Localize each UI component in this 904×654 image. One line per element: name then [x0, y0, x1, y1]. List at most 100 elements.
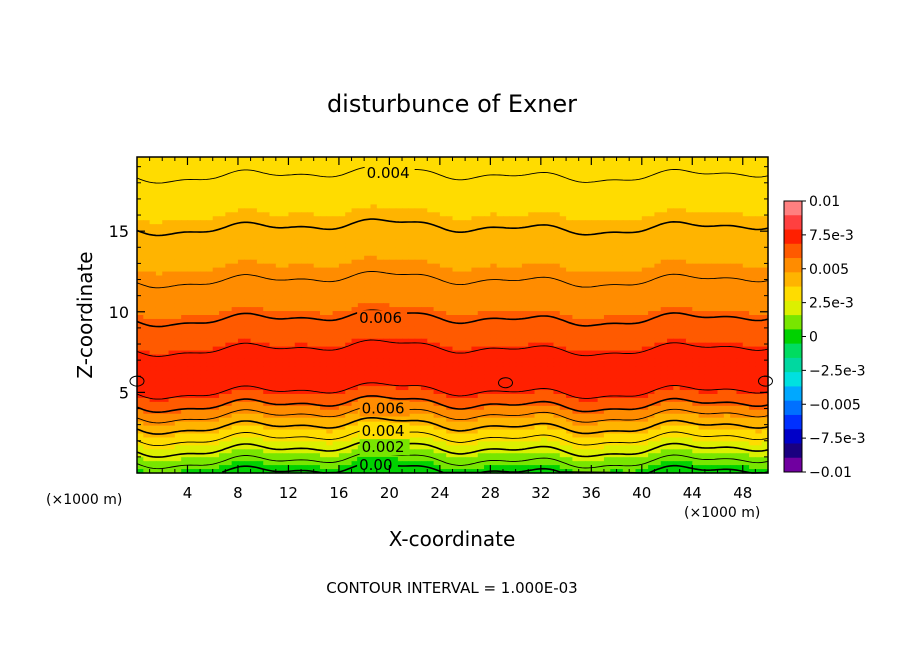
field-cell	[256, 330, 264, 336]
field-cell	[143, 251, 151, 257]
field-cell	[622, 196, 630, 202]
field-cell	[389, 291, 397, 296]
field-cell	[673, 212, 681, 217]
field-cell	[155, 330, 163, 336]
field-cell	[591, 338, 599, 344]
field-cell	[692, 295, 700, 300]
field-cell	[711, 208, 719, 213]
field-cell	[755, 342, 763, 348]
field-cell	[357, 192, 365, 198]
field-cell	[553, 196, 561, 202]
field-cell	[219, 204, 226, 209]
field-cell	[282, 232, 290, 237]
field-cell	[685, 157, 693, 162]
field-cell	[515, 188, 523, 194]
field-cell	[439, 267, 447, 273]
field-cell	[357, 216, 365, 221]
field-cell	[622, 160, 630, 166]
field-cell	[200, 172, 208, 178]
field-cell	[155, 172, 163, 178]
field-cell	[212, 267, 220, 273]
field-cell	[471, 208, 479, 213]
field-cell	[219, 157, 226, 162]
field-cell	[559, 275, 567, 281]
field-cell	[301, 291, 308, 296]
field-cell	[351, 172, 359, 178]
field-cell	[263, 311, 271, 316]
field-cell	[433, 216, 441, 221]
field-cell	[301, 168, 308, 174]
field-cell	[225, 295, 233, 300]
field-cell	[528, 200, 536, 205]
field-cell	[389, 299, 397, 304]
field-cell	[383, 255, 390, 261]
field-cell	[420, 291, 428, 296]
field-cell	[591, 315, 599, 320]
field-cell	[496, 330, 504, 336]
field-cell	[420, 271, 428, 277]
field-cell	[711, 160, 719, 166]
field-cell	[698, 279, 706, 284]
field-cell	[566, 287, 573, 292]
field-cell	[137, 311, 144, 316]
field-cell	[458, 192, 466, 198]
field-cell	[610, 236, 618, 241]
field-cell	[364, 346, 372, 352]
field-cell	[704, 291, 712, 296]
field-cell	[502, 342, 510, 348]
field-cell	[515, 267, 523, 273]
field-cell	[193, 208, 201, 213]
field-cell	[231, 208, 239, 213]
field-cell	[357, 342, 365, 348]
field-cell	[389, 263, 397, 269]
field-cell	[622, 164, 630, 170]
field-cell	[433, 283, 441, 288]
field-cell	[288, 239, 296, 245]
field-cell	[200, 275, 208, 281]
field-cell	[402, 295, 409, 300]
field-cell	[711, 267, 719, 273]
field-cell	[496, 287, 504, 292]
field-cell	[162, 263, 170, 269]
field-cell	[439, 172, 447, 178]
field-cell	[591, 346, 599, 352]
field-cell	[206, 160, 214, 166]
field-cell	[742, 342, 750, 348]
field-cell	[326, 239, 334, 245]
field-cell	[471, 247, 479, 253]
field-cell	[219, 243, 226, 249]
field-cell	[326, 212, 334, 217]
field-cell	[137, 267, 144, 273]
field-cell	[622, 338, 630, 344]
field-cell	[610, 267, 618, 273]
field-cell	[181, 204, 189, 209]
field-cell	[509, 267, 517, 273]
field-cell	[749, 255, 756, 261]
field-cell	[143, 346, 151, 352]
field-cell	[711, 200, 719, 205]
field-cell	[383, 224, 390, 229]
field-cell	[137, 338, 144, 344]
field-cell	[755, 192, 763, 198]
field-cell	[622, 232, 630, 237]
field-cell	[307, 196, 315, 202]
field-cell	[711, 168, 719, 174]
field-cell	[742, 295, 750, 300]
field-cell	[383, 275, 390, 281]
field-cell	[515, 263, 523, 269]
field-cell	[755, 228, 763, 233]
field-cell	[648, 160, 656, 166]
field-cell	[420, 334, 428, 340]
field-cell	[566, 164, 573, 170]
field-cell	[137, 200, 144, 205]
field-cell	[616, 342, 624, 348]
field-cell	[484, 334, 491, 340]
field-cell	[446, 224, 454, 229]
field-cell	[275, 251, 283, 257]
field-cell	[730, 236, 738, 241]
field-cell	[730, 271, 738, 277]
field-cell	[174, 200, 182, 205]
field-cell	[465, 224, 473, 229]
field-cell	[149, 157, 157, 162]
field-cell	[679, 204, 687, 209]
